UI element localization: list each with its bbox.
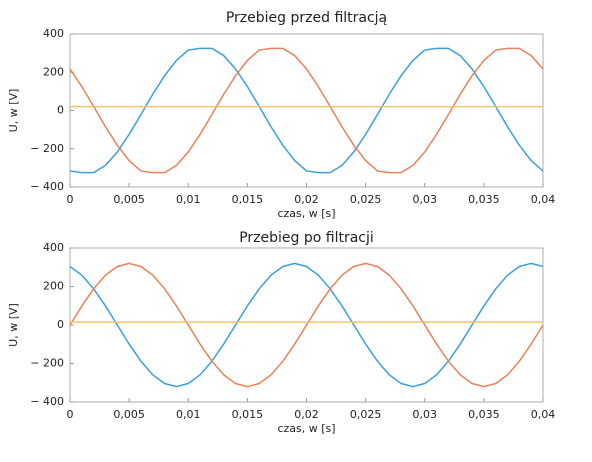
series-line [69, 47, 544, 174]
x-tick-label: 0,02 [294, 408, 319, 421]
x-axis-label: czas, w [s] [277, 422, 335, 435]
chart-title: Przebieg przed filtracją [226, 10, 387, 26]
series-line [69, 262, 544, 388]
y-tick-label: 0 [57, 104, 64, 117]
y-tick-label: 400 [43, 27, 64, 40]
subplot: Przebieg przed filtracją czas, w [s] U, w … [7, 10, 555, 220]
x-tick-label: 0,03 [413, 408, 438, 421]
x-tick-label: 0,035 [468, 408, 500, 421]
y-tick-label: − 200 [30, 142, 64, 155]
x-tick-label: 0,015 [232, 193, 264, 206]
y-axis-label: U, w [V] [7, 89, 20, 133]
x-tick-label: 0,035 [468, 193, 500, 206]
subplot: Przebieg po filtracji czas, w [s] U, w [V]… [7, 230, 555, 435]
x-tick-label: 0,015 [232, 408, 264, 421]
x-tick-label: 0,025 [350, 193, 382, 206]
x-tick-label: 0,01 [176, 193, 201, 206]
x-tick-label: 0,03 [413, 193, 438, 206]
y-tick-label: − 400 [30, 395, 64, 408]
series-line [69, 47, 544, 174]
x-tick-label: 0,005 [113, 408, 145, 421]
x-tick-label: 0,04 [531, 193, 556, 206]
y-tick-label: 200 [43, 65, 64, 78]
chart-title: Przebieg po filtracji [239, 230, 374, 246]
x-tick-label: 0,025 [350, 408, 382, 421]
y-tick-label: 0 [57, 318, 64, 331]
x-tick-label: 0,01 [176, 408, 201, 421]
y-tick-label: − 400 [30, 180, 64, 193]
x-tick-label: 0,005 [113, 193, 145, 206]
x-axis-label: czas, w [s] [277, 207, 335, 220]
x-tick-label: 0,02 [294, 193, 319, 206]
series-line [69, 262, 544, 388]
x-tick-label: 0 [67, 408, 74, 421]
y-axis-label: U, w [V] [7, 303, 20, 347]
plot-frame [69, 33, 544, 188]
y-tick-label: − 200 [30, 357, 64, 370]
x-tick-label: 0,04 [531, 408, 556, 421]
y-tick-label: 200 [43, 280, 64, 293]
x-tick-label: 0 [67, 193, 74, 206]
y-tick-label: 400 [43, 241, 64, 254]
